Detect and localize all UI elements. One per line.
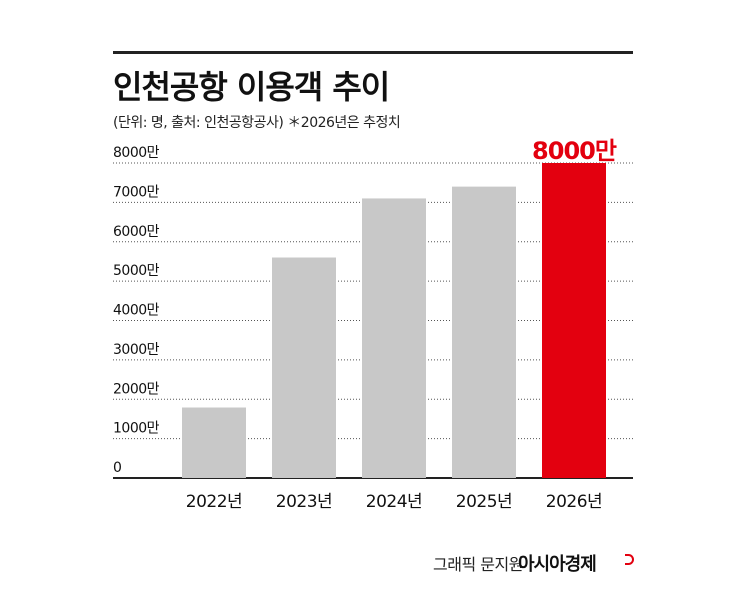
chart-subtitle: (단위: 명, 출처: 인천공항공사) ＊2026년은 추정치 [113,115,401,131]
top-rule [113,51,633,54]
bar-2026년 [542,163,606,478]
brand-logo: 아시아경제 [518,554,597,575]
y-tick-label: 4000만 [113,303,160,319]
data-label-highlight: 8000만 [532,137,617,165]
bar-2022년 [182,407,246,478]
x-tick-label: 2023년 [276,492,332,512]
y-tick-label: 0 [113,460,121,476]
y-tick-label: 6000만 [113,224,160,240]
bar-2024년 [362,198,426,478]
brand-mark-icon [625,554,634,565]
graphic-credit: 그래픽 문지원 [433,555,523,574]
y-tick-label: 1000만 [113,421,160,437]
y-tick-label: 8000만 [113,145,160,161]
y-tick-label: 5000만 [113,263,160,279]
x-tick-label: 2022년 [186,492,242,512]
chart-title: 인천공항 이용객 추이 [113,68,390,106]
bar-2023년 [272,257,336,478]
x-tick-label: 2026년 [546,492,602,512]
x-tick-label: 2025년 [456,492,512,512]
y-tick-label: 3000만 [113,342,160,358]
y-tick-label: 2000만 [113,381,160,397]
y-tick-label: 7000만 [113,184,160,200]
x-tick-label: 2024년 [366,492,422,512]
bar-2025년 [452,186,516,478]
